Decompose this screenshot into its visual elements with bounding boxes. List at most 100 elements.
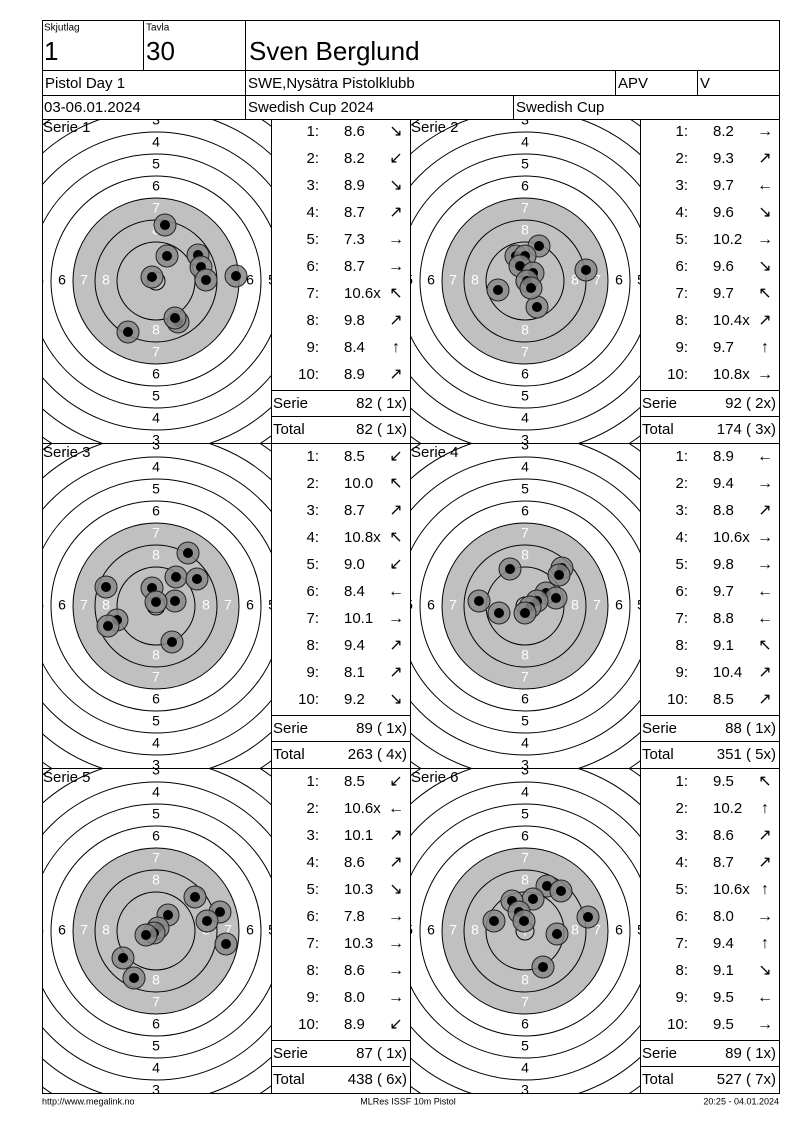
shot-score: 8.0	[344, 989, 365, 1006]
ring-label: 4	[14, 597, 22, 613]
shot-score: 8.6	[344, 962, 365, 979]
shot-direction: ↗	[758, 664, 771, 681]
shot-score: 8.6	[344, 854, 365, 871]
shot-score: 10.2	[713, 231, 742, 248]
shot-score: 9.5	[713, 989, 734, 1006]
ring-label: 7	[152, 200, 160, 216]
shot-number: 2:	[675, 475, 688, 492]
shot-score: 9.4	[713, 935, 734, 952]
shot-score: 10.0	[344, 475, 373, 492]
shot-direction: ←	[757, 610, 773, 627]
total-label: Total	[273, 1071, 305, 1088]
ring-label: 5	[36, 597, 44, 613]
ring-label: 4	[290, 922, 298, 938]
ring-label: 5	[152, 481, 160, 497]
ring-label: 6	[521, 828, 529, 844]
ring-label: 6	[521, 1016, 529, 1032]
shot-direction: →	[388, 908, 404, 925]
class: APV	[618, 75, 648, 92]
shot-score: 10.6x	[344, 285, 381, 302]
ring-label: 8	[521, 222, 529, 238]
shot-direction: ↗	[389, 204, 402, 221]
shot-number: 1:	[675, 773, 688, 790]
shot-score: 9.5	[713, 773, 734, 790]
shot-number: 2:	[306, 475, 319, 492]
shot-number: 2:	[675, 150, 688, 167]
shot-number: 8:	[306, 312, 319, 329]
shot-direction: ↙	[389, 150, 402, 167]
serie-label: Serie	[273, 720, 308, 737]
shot-core	[101, 582, 111, 592]
shot-score: 8.1	[344, 664, 365, 681]
shot-core	[556, 886, 566, 896]
ring-label: 6	[246, 597, 254, 613]
shot-score: 10.8x	[344, 529, 381, 546]
shot-number: 7:	[675, 935, 688, 952]
shot-direction: ↙	[389, 773, 402, 790]
total-label: Total	[273, 746, 305, 763]
shot-score: 9.5	[713, 1016, 734, 1033]
shot-score: 8.2	[713, 123, 734, 140]
ring-label: 5	[405, 922, 413, 938]
shot-direction: ↗	[389, 312, 402, 329]
shot-number: 3:	[306, 827, 319, 844]
shot-direction: →	[757, 556, 773, 573]
shot-core	[552, 929, 562, 939]
shot-core	[160, 220, 170, 230]
ring-label: 8	[571, 597, 579, 613]
ring-label: 4	[521, 735, 529, 751]
ring-label: 5	[405, 272, 413, 288]
shot-number: 7:	[675, 285, 688, 302]
ring-label: 5	[36, 272, 44, 288]
event: Pistol Day 1	[45, 75, 125, 92]
ring-label: 6	[615, 272, 623, 288]
shot-score: 9.6	[713, 204, 734, 221]
ring-label: 7	[224, 597, 232, 613]
serie-label: Serie	[273, 1045, 308, 1062]
ring-label: 4	[152, 459, 160, 475]
ring-label: 4	[290, 597, 298, 613]
serie-label: Serie	[273, 395, 308, 412]
shot-core	[551, 593, 561, 603]
shot-core	[583, 912, 593, 922]
shot-number: 8:	[675, 312, 688, 329]
ring-label: 4	[152, 410, 160, 426]
ring-label: 6	[152, 691, 160, 707]
shot-number: 10:	[298, 691, 319, 708]
shot-direction: ↑	[761, 339, 769, 356]
serie-name: Serie 6	[411, 769, 459, 786]
shot-direction: ↗	[389, 854, 402, 871]
shot-score: 8.4	[344, 583, 365, 600]
shot-number: 5:	[306, 556, 319, 573]
shot-number: 7:	[306, 935, 319, 952]
ring-label: 5	[521, 806, 529, 822]
ring-label: 5	[268, 272, 276, 288]
shot-core	[520, 608, 530, 618]
shot-score: 10.1	[344, 827, 373, 844]
ring-label: 7	[152, 669, 160, 685]
shot-score: 10.1	[344, 610, 373, 627]
shot-direction: →	[757, 366, 773, 383]
ring-label: 5	[152, 713, 160, 729]
date: 03-06.01.2024	[44, 99, 141, 116]
ring-label: 8	[471, 272, 479, 288]
shot-direction: ↖	[758, 285, 771, 302]
ring-label: 4	[152, 1060, 160, 1076]
shot-core	[118, 953, 128, 963]
ring-label: 8	[152, 322, 160, 338]
shot-number: 8:	[306, 962, 319, 979]
shot-direction: ↖	[758, 637, 771, 654]
shot-direction: →	[388, 962, 404, 979]
ring-label: 6	[152, 503, 160, 519]
serie-score: 89 ( 1x)	[725, 1045, 776, 1062]
shot-score: 8.5	[344, 448, 365, 465]
serie-score: 87 ( 1x)	[356, 1045, 407, 1062]
ring-label: 8	[471, 922, 479, 938]
ring-label: 6	[521, 691, 529, 707]
shot-core	[192, 574, 202, 584]
ring-label: 7	[521, 200, 529, 216]
shot-number: 6:	[675, 583, 688, 600]
ring-label: 6	[152, 1016, 160, 1032]
shot-direction: →	[757, 475, 773, 492]
serie-name: Serie 2	[411, 119, 459, 136]
